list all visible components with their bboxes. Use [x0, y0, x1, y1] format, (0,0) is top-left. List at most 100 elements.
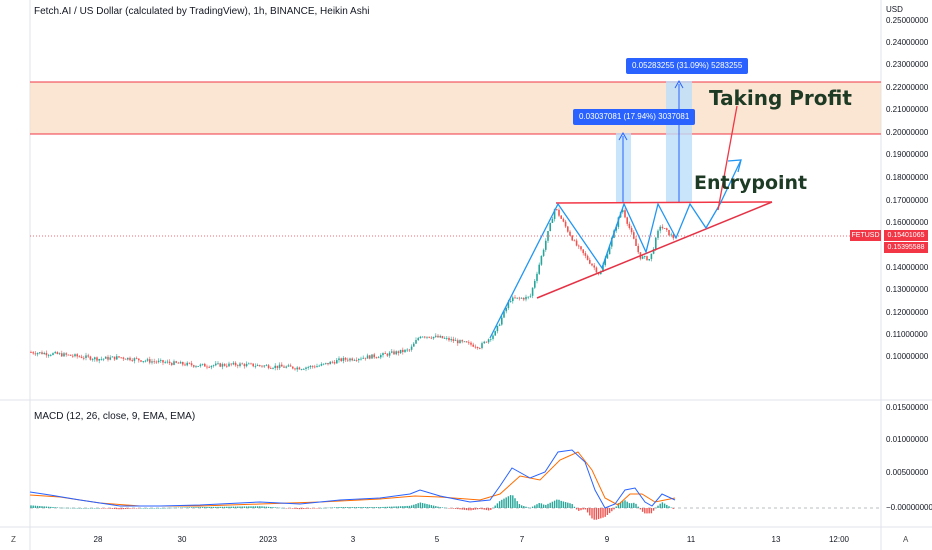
candle-body — [384, 353, 386, 354]
candle-body — [485, 341, 488, 343]
taking-profit-label[interactable]: Taking Profit — [709, 86, 852, 110]
candle-body — [360, 358, 362, 360]
macd-histogram-bar — [395, 506, 397, 508]
candle-body — [349, 358, 351, 361]
last-price-tag-2: 0.15395588 — [884, 242, 928, 253]
candle-body — [283, 366, 285, 368]
candle-body — [162, 360, 164, 363]
macd-histogram-bar — [534, 505, 536, 508]
candle-body — [237, 365, 239, 367]
macd-histogram-bar — [131, 508, 133, 509]
candle-body — [509, 301, 512, 303]
candle-body — [622, 210, 624, 213]
candle-body — [85, 355, 87, 358]
auto-scale-toggle[interactable]: A — [903, 535, 909, 544]
candle-body — [421, 336, 424, 338]
candle-body — [149, 359, 151, 363]
macd-histogram-bar — [666, 504, 668, 508]
entrypoint-label[interactable]: Entrypoint — [694, 172, 808, 194]
macd-histogram-bar — [483, 508, 485, 510]
macd-histogram-bar — [439, 507, 441, 508]
candle-body — [395, 351, 397, 355]
candle-body — [105, 356, 107, 359]
macd-histogram-bar — [344, 507, 347, 508]
macd-histogram-bar — [294, 508, 296, 509]
macd-histogram-bar — [547, 503, 549, 508]
candle-body — [303, 368, 305, 370]
candle-body — [549, 222, 551, 232]
macd-histogram-bar — [342, 507, 345, 508]
candle-body — [604, 258, 606, 266]
target-zone[interactable] — [30, 82, 881, 134]
breakout-arrow[interactable] — [719, 159, 742, 205]
macd-histogram-bar — [580, 508, 582, 511]
candle-body — [553, 209, 556, 219]
macd-histogram-bar — [100, 508, 103, 509]
resistance-line[interactable] — [555, 201, 773, 204]
zoom-toggle[interactable]: Z — [11, 535, 16, 544]
candle-body — [364, 357, 367, 359]
candle-body — [399, 349, 402, 354]
last-price-tag: 0.15401065 — [884, 230, 928, 241]
candle-body — [261, 365, 263, 367]
macd-histogram-bar — [94, 508, 96, 509]
candle-body — [432, 336, 435, 339]
macd-histogram-bar — [531, 506, 534, 508]
macd-histogram-bar — [536, 504, 538, 508]
candle-body — [428, 336, 430, 338]
candle-body — [47, 355, 50, 356]
macd-histogram-bar — [608, 508, 611, 514]
macd-histogram-bar — [487, 508, 490, 511]
candle-body — [67, 354, 70, 356]
time-tick: 13 — [771, 535, 781, 544]
candle-body — [94, 357, 96, 360]
macd-histogram-bar — [518, 504, 521, 508]
macd-histogram-bar — [43, 506, 45, 508]
macd-histogram-bar — [567, 502, 569, 508]
price-tick: 0.23000000 — [886, 60, 929, 69]
macd-histogram-bar — [650, 508, 653, 514]
candle-body — [419, 336, 422, 339]
price-tick: 0.25000000 — [886, 16, 929, 25]
candle-body — [107, 356, 109, 360]
macd-histogram-bar — [217, 506, 219, 508]
candle-body — [397, 351, 400, 354]
candle-body — [342, 357, 345, 361]
profit-arrow[interactable] — [717, 105, 738, 211]
price-tick: 0.19000000 — [886, 150, 929, 159]
macd-histogram-bar — [485, 508, 488, 511]
macd-histogram-bar — [201, 507, 204, 508]
macd-histogram-bar — [340, 507, 342, 508]
macd-histogram-bar — [311, 508, 314, 509]
macd-histogram-bar — [615, 506, 617, 508]
price-tick: 0.18000000 — [886, 173, 929, 182]
candle-body — [267, 365, 270, 369]
macd-histogram-bar — [336, 507, 338, 508]
candle-body — [591, 263, 593, 266]
candle-body — [307, 367, 309, 368]
candle-body — [263, 365, 265, 367]
candle-body — [371, 354, 373, 359]
candle-body — [113, 356, 116, 360]
candle-body — [54, 352, 56, 354]
measure-label-1[interactable]: 0.03037081 (17.94%) 3037081 — [573, 109, 696, 125]
candle-body — [256, 365, 259, 366]
macd-histogram-bar — [309, 508, 312, 509]
candle-body — [102, 358, 105, 360]
macd-histogram-bar — [228, 506, 230, 508]
macd-histogram-bar — [272, 507, 274, 508]
candle-body — [76, 354, 78, 357]
candle-body — [221, 364, 224, 367]
zigzag-pattern[interactable] — [489, 202, 721, 339]
candle-body — [228, 363, 230, 367]
macd-histogram-bar — [569, 503, 571, 508]
candle-body — [490, 338, 492, 340]
macd-histogram-bar — [149, 508, 151, 509]
support-trendline[interactable] — [536, 201, 773, 299]
macd-histogram-bar — [212, 506, 215, 508]
macd-histogram-bar — [285, 508, 287, 509]
candle-body — [595, 267, 598, 273]
candle-body — [140, 360, 142, 362]
measure-label-2[interactable]: 0.05283255 (31.09%) 5283255 — [626, 58, 749, 74]
